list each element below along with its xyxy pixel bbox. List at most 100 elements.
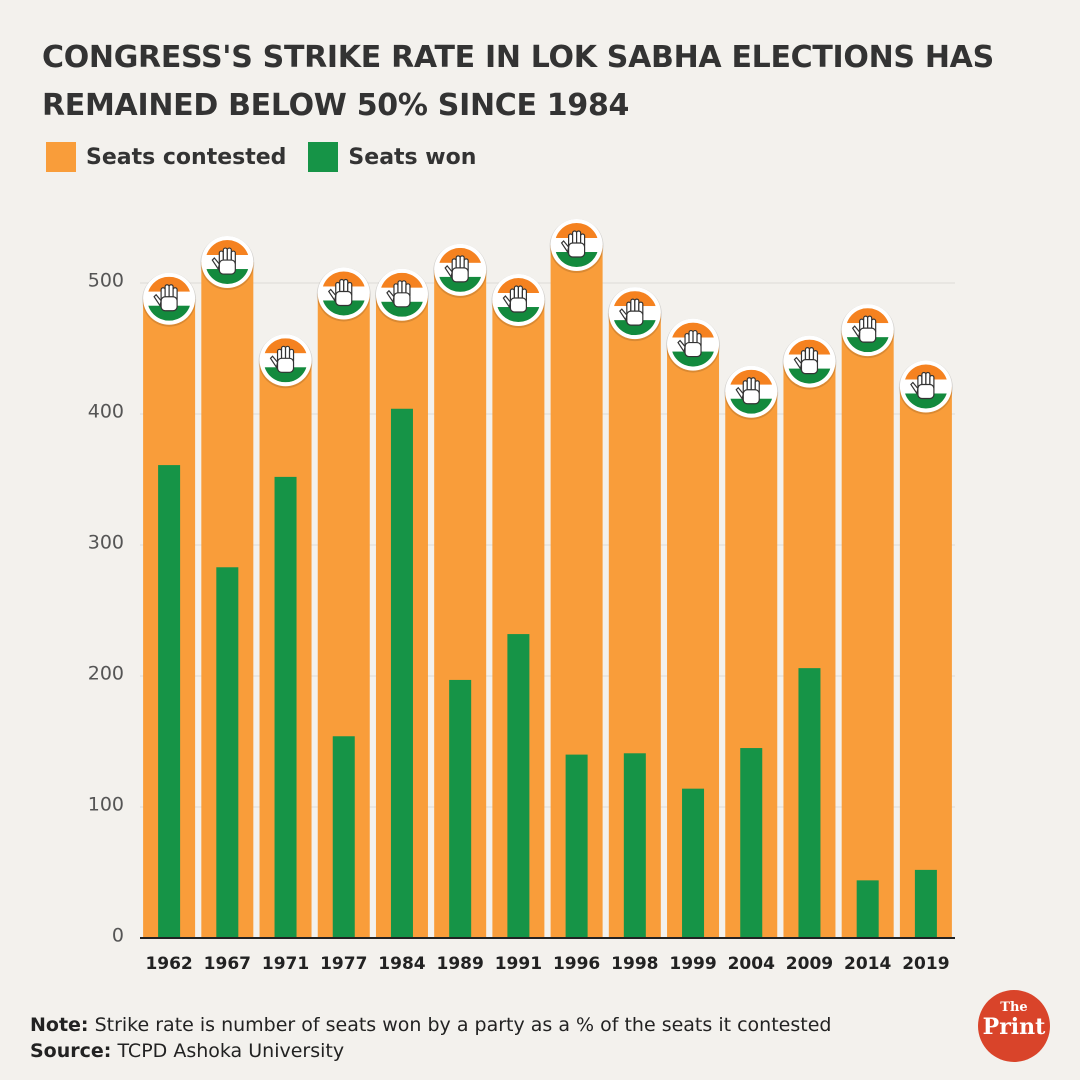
bar-won — [390, 408, 413, 938]
flag-orange — [379, 272, 424, 288]
flag-green — [147, 305, 192, 321]
x-tick-label: 2014 — [844, 954, 891, 974]
icon-hand — [735, 377, 760, 405]
thumb — [327, 288, 337, 303]
bar-won — [856, 880, 879, 938]
congress-icon — [142, 272, 197, 327]
x-tick-label: 1999 — [669, 954, 716, 974]
y-tick-label: 500 — [88, 270, 124, 292]
source-text: TCPD Ashoka University — [117, 1040, 345, 1062]
thumb — [502, 295, 512, 309]
congress-icon — [258, 334, 313, 389]
logo-bottom: Print — [982, 1014, 1046, 1040]
legend-label: Seats contested — [86, 144, 287, 170]
congress-icon — [898, 360, 953, 415]
thumb — [793, 356, 803, 371]
flag-green — [263, 367, 308, 383]
thumb — [735, 386, 744, 401]
bar-won — [565, 754, 588, 938]
bar-won — [216, 567, 239, 938]
y-tick-label: 400 — [88, 401, 124, 423]
flag-green — [379, 301, 424, 317]
bar-won — [798, 668, 821, 938]
bar-won — [682, 788, 705, 938]
logo-top: The — [1000, 1000, 1028, 1015]
thumb — [910, 381, 919, 396]
congress-icon — [316, 267, 371, 322]
palm — [800, 359, 819, 375]
legend: Seats contested Seats won — [46, 142, 476, 172]
icon-hand — [910, 371, 935, 400]
note-text: Strike rate is number of seats won by a … — [94, 1014, 832, 1036]
icon-hand — [851, 315, 877, 343]
palm — [917, 383, 935, 400]
x-tick-label: 1971 — [262, 954, 309, 974]
flag-green — [787, 368, 832, 384]
congress-icon — [491, 274, 546, 329]
x-tick-label: 1977 — [320, 954, 367, 974]
icon-hand — [211, 247, 236, 275]
legend-label: Seats won — [348, 144, 477, 170]
y-tick-label: 200 — [88, 663, 124, 685]
legend-swatch — [308, 142, 339, 172]
congress-icon — [549, 219, 604, 274]
icon-flag — [438, 247, 483, 292]
flag-green — [612, 320, 657, 336]
x-tick-label: 1962 — [145, 954, 192, 974]
thumb — [269, 355, 279, 369]
bar-won — [158, 465, 181, 938]
flag-orange — [903, 364, 948, 380]
flag-green — [903, 393, 948, 409]
flag-orange — [671, 322, 716, 338]
palm — [335, 290, 353, 307]
x-tick-label: 1991 — [495, 954, 542, 974]
flag-green — [496, 307, 541, 323]
legend-item: Seats won — [308, 142, 476, 172]
flag-orange — [845, 308, 890, 324]
flag-orange — [554, 223, 599, 239]
palm — [393, 292, 411, 308]
icon-hand — [386, 280, 411, 308]
thumb — [153, 293, 162, 308]
flag-orange — [729, 369, 774, 385]
palm — [568, 242, 586, 258]
y-tick-label: 300 — [88, 532, 124, 554]
flag-green — [438, 276, 483, 292]
x-tick-label: 1989 — [437, 954, 484, 974]
bar-won — [914, 869, 937, 938]
thumb — [851, 325, 861, 339]
chart: 0 100 200 300 400 500 1962 1967 1971 1977 1984 1989… — [88, 219, 955, 974]
bar-won — [740, 748, 763, 938]
x-tick-label: 1967 — [204, 954, 251, 974]
palm — [626, 310, 644, 326]
icon-hand — [677, 329, 702, 358]
x-tick-label: 1984 — [378, 954, 425, 974]
palm — [684, 341, 702, 358]
flag-orange — [496, 278, 541, 294]
flag-orange — [321, 271, 366, 287]
legend-item: Seats contested — [46, 142, 286, 172]
icon-hand — [619, 298, 644, 326]
flag-orange — [147, 276, 192, 292]
flag-orange — [438, 247, 483, 263]
bar-won — [449, 679, 472, 938]
x-tick-label: 1998 — [611, 954, 658, 974]
bar-contested — [841, 330, 894, 938]
flag-orange — [263, 338, 308, 354]
bar-contested — [899, 386, 952, 938]
flag-green — [205, 269, 250, 285]
thumb — [386, 289, 395, 304]
x-tick-label: 2004 — [728, 954, 775, 974]
x-tick-label: 1996 — [553, 954, 600, 974]
palm — [451, 267, 469, 283]
logo: The Print — [978, 990, 1050, 1062]
chart-title: CONGRESS'S STRIKE RATE IN LOK SABHA ELEC… — [42, 40, 994, 123]
icon-hand — [793, 347, 819, 375]
palm — [509, 297, 527, 313]
thumb — [211, 257, 220, 271]
y-tick-label: 100 — [88, 794, 124, 816]
thumb — [619, 308, 628, 322]
bar-won — [623, 753, 646, 938]
congress-icon — [607, 287, 662, 342]
